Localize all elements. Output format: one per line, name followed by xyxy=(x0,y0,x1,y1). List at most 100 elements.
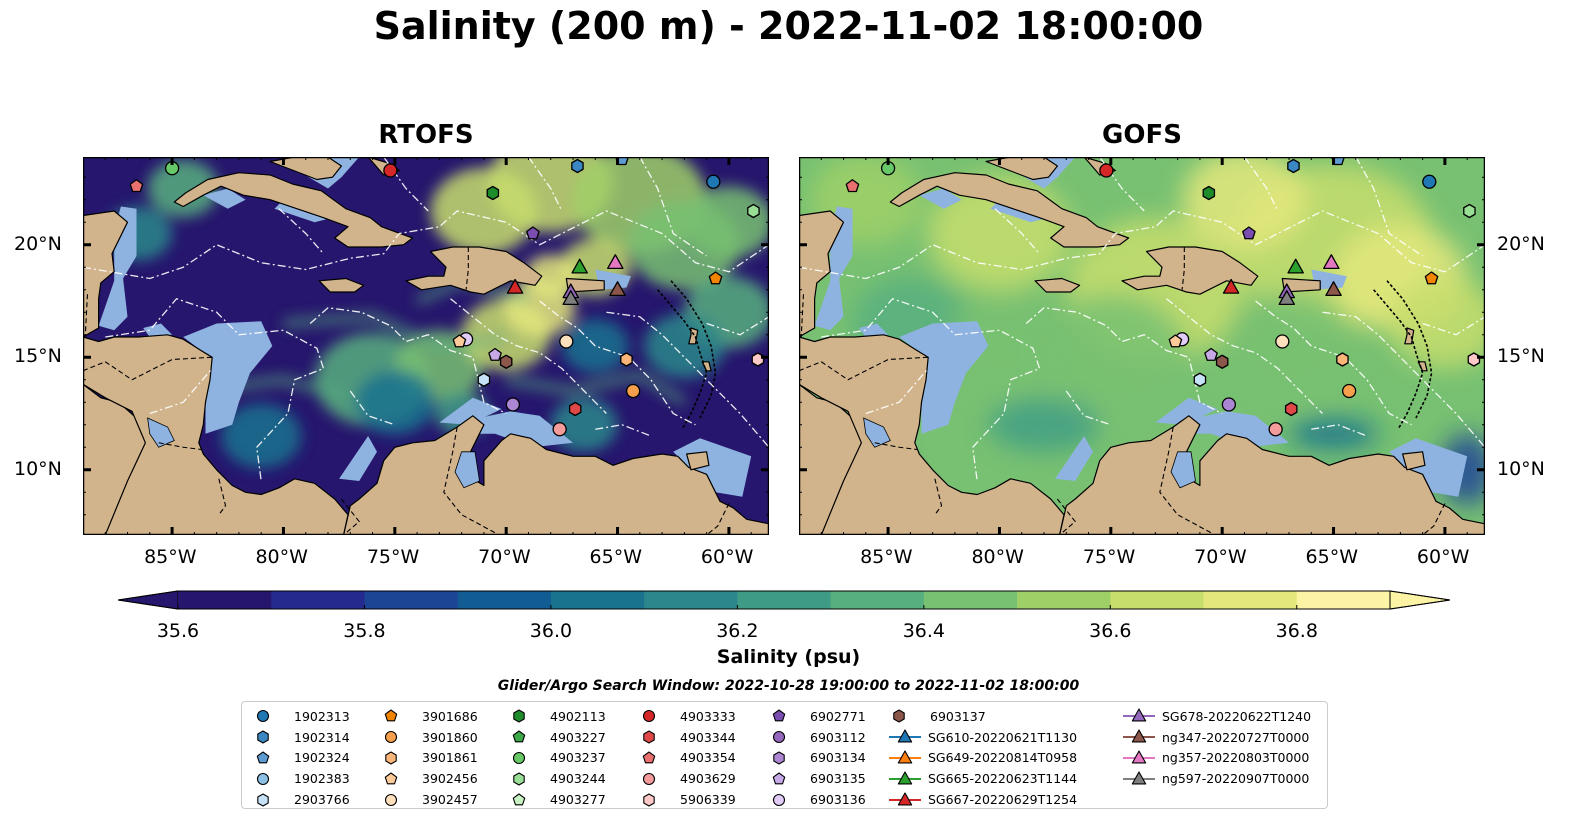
legend-column: 6902771 6903112 6903134 6903135 6903136 xyxy=(768,706,866,810)
legend-item: 6903134 xyxy=(768,748,866,769)
obs-marker-11 xyxy=(571,258,588,274)
hexagon-marker-icon xyxy=(513,772,525,786)
legend-label: 6903134 xyxy=(810,750,866,766)
legend-label: 4903629 xyxy=(680,771,736,787)
obs-marker-13 xyxy=(1278,290,1296,305)
pentagon-marker-icon xyxy=(772,709,786,722)
legend-column: SG678-20220622T1240 ng347-20220727T0000 ng… xyxy=(1122,706,1311,789)
legend-label: 4903277 xyxy=(550,792,606,808)
colorbar-label: Salinity (psu) xyxy=(716,646,861,668)
obs-marker-3 xyxy=(1287,158,1300,174)
obs-marker-25 xyxy=(505,397,521,412)
obs-marker-24 xyxy=(1467,352,1481,367)
obs-marker-7 xyxy=(486,185,500,201)
legend-item: SG649-20220814T0958 xyxy=(888,748,1077,769)
legend-column: 6903137 SG610-20220621T1130 SG649-20220814… xyxy=(888,706,1077,810)
colorbar-tick-label: 36.6 xyxy=(1089,620,1132,642)
legend-item: 6903135 xyxy=(768,768,866,789)
panel-title-right: GOFS xyxy=(1102,120,1182,150)
legend-label: 4903237 xyxy=(550,750,606,766)
obs-marker-6 xyxy=(1463,203,1476,219)
obs-marker-21 xyxy=(1275,334,1290,349)
pentagon-marker-icon xyxy=(384,772,398,785)
obs-marker-11 xyxy=(1287,258,1304,274)
obs-marker-22 xyxy=(1336,352,1349,367)
lon-tick-label: 60°W xyxy=(700,546,754,568)
lon-tick-label: 85°W xyxy=(860,546,913,568)
legend-label: 4902113 xyxy=(550,708,606,724)
legend-label: 6903137 xyxy=(930,708,986,724)
hexagon-marker-icon xyxy=(643,730,655,744)
circle-marker-icon xyxy=(384,731,398,744)
obs-marker-21 xyxy=(559,334,574,349)
pentagon-marker-icon xyxy=(384,709,398,722)
circle-marker-icon xyxy=(772,731,786,744)
obs-marker-18 xyxy=(1204,347,1218,361)
legend-column: 3901686 3901860 3901861 3902456 3902457 xyxy=(380,706,478,810)
lon-tick-label: 75°W xyxy=(366,546,420,568)
lon-tick-label: 60°W xyxy=(1416,546,1470,568)
legend-column: 4903333 4903344 4903354 4903629 5906339 xyxy=(638,706,736,810)
colorbar-extend-high xyxy=(1389,590,1450,610)
legend-item: 6902771 xyxy=(768,706,866,727)
obs-marker-2 xyxy=(383,163,398,178)
lon-tick-label: 65°W xyxy=(589,546,642,568)
panel-title-left: RTOFS xyxy=(378,120,474,150)
colorbar-segment xyxy=(178,591,272,609)
obs-marker-7 xyxy=(1202,185,1216,201)
obs-marker-23 xyxy=(625,383,641,399)
legend-label: SG610-20220621T1130 xyxy=(928,729,1078,745)
legend-item: SG665-20220623T1144 xyxy=(888,768,1077,789)
triangle-marker-icon xyxy=(1123,750,1155,764)
obs-marker-8 xyxy=(526,226,540,240)
colorbar-segment xyxy=(737,591,832,609)
legend-label: SG665-20220623T1144 xyxy=(928,771,1078,787)
obs-marker-22 xyxy=(620,352,633,367)
colorbar-segment xyxy=(1110,591,1205,609)
triangle-marker-icon xyxy=(1123,771,1155,785)
obs-marker-14 xyxy=(607,254,624,269)
colorbar-tick-label: 36.0 xyxy=(529,620,573,642)
pentagon-marker-icon xyxy=(772,772,786,785)
legend-label: 3901860 xyxy=(422,729,478,745)
legend-item: SG610-20220621T1130 xyxy=(888,727,1077,748)
rtofs-salinity-map xyxy=(83,157,769,535)
legend-label: 1902314 xyxy=(294,729,350,745)
obs-marker-9 xyxy=(708,271,723,285)
obs-marker-6 xyxy=(747,203,760,219)
obs-marker-5 xyxy=(706,174,721,189)
legend-label: 4903227 xyxy=(550,729,606,745)
obs-marker-9 xyxy=(1424,271,1439,285)
circle-marker-icon xyxy=(256,772,270,785)
obs-marker-26 xyxy=(1284,401,1298,417)
triangle-marker-icon xyxy=(889,750,921,764)
legend-label: 1902383 xyxy=(294,771,350,787)
legend-item: 4903277 xyxy=(508,789,606,810)
legend-label: SG667-20220629T1254 xyxy=(928,792,1078,808)
legend-item: 3901686 xyxy=(380,706,478,727)
colorbar-segment xyxy=(364,591,459,609)
legend-item: 1902383 xyxy=(252,768,350,789)
legend-item: 4903227 xyxy=(508,727,606,748)
circle-marker-icon xyxy=(512,751,526,765)
legend-column: 4902113 4903227 4903237 4903244 4903277 xyxy=(508,706,606,810)
obs-marker-14 xyxy=(1323,254,1340,269)
hexagon-marker-icon xyxy=(643,793,655,807)
obs-marker-10 xyxy=(506,278,524,294)
triangle-marker-icon xyxy=(889,792,921,806)
hexagon-marker-icon xyxy=(257,793,269,807)
pentagon-marker-icon xyxy=(512,730,526,743)
obs-marker-18 xyxy=(488,347,502,361)
legend-label: 3901861 xyxy=(422,750,478,766)
colorbar-segment xyxy=(1017,591,1111,609)
obs-marker-17 xyxy=(452,334,467,348)
colorbar-tick-label: 36.4 xyxy=(902,620,945,642)
colorbar-segment xyxy=(271,591,365,609)
obs-marker-27 xyxy=(1268,422,1283,437)
legend-label: ng597-20220907T0000 xyxy=(1162,771,1310,787)
legend-label: ng347-20220727T0000 xyxy=(1162,729,1310,745)
circle-marker-icon xyxy=(384,793,398,806)
lon-tick-label: 80°W xyxy=(255,546,308,568)
legend-item: SG678-20220622T1240 xyxy=(1122,706,1311,727)
colorbar-segment xyxy=(830,591,925,609)
